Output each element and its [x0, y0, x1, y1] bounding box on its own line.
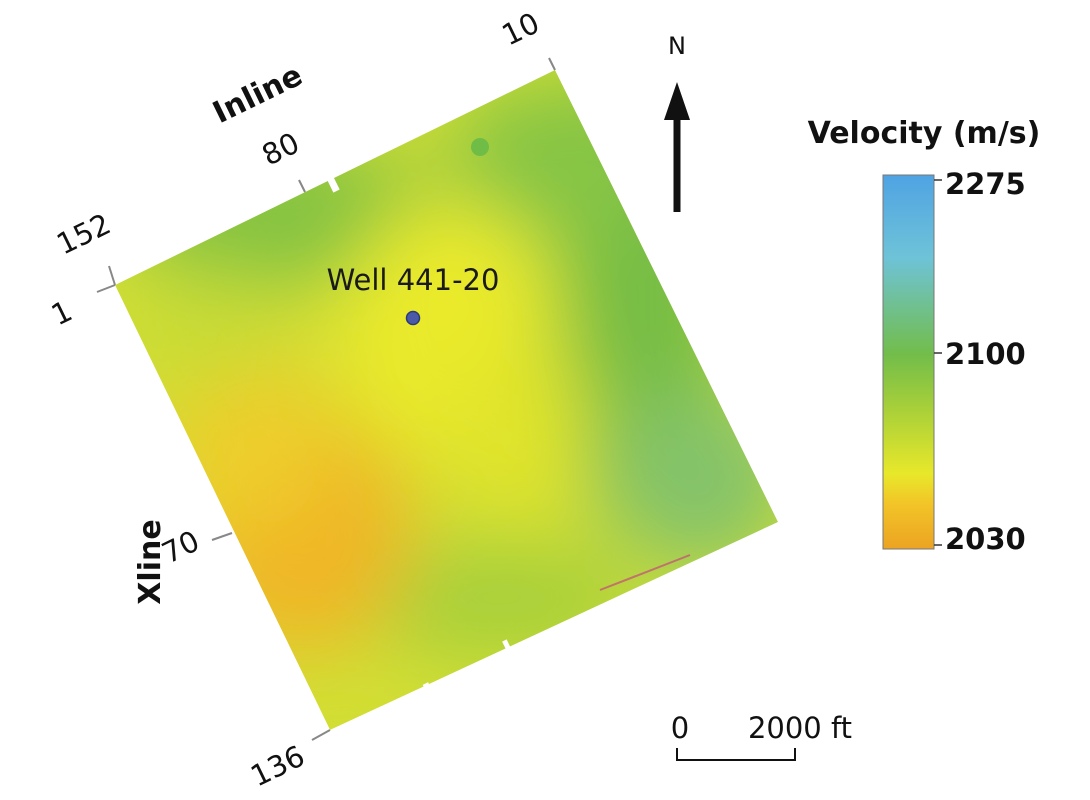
legend-title: Velocity (m/s): [808, 116, 1041, 151]
velocity-legend: Velocity (m/s) 2275 2100 2030: [808, 116, 1041, 556]
north-label: N: [668, 32, 686, 60]
scale-bar-line: [676, 748, 796, 761]
xline-tick-136: 136: [245, 739, 310, 794]
green-spot: [471, 138, 489, 156]
inline-axis-title: Inline: [208, 58, 309, 131]
north-arrow-icon: [664, 82, 690, 120]
legend-tick-max: 2275: [945, 167, 1026, 201]
scale-start-label: 0: [671, 711, 689, 745]
inline-tick-152: 152: [51, 207, 116, 262]
xline-axis-title: Xline: [133, 519, 168, 604]
legend-color-bar: [882, 174, 935, 550]
inline-tick-80: 80: [257, 126, 305, 173]
well-marker[interactable]: Well 441-20: [327, 263, 500, 326]
legend-tick-min: 2030: [945, 522, 1026, 556]
north-arrow: N: [664, 32, 690, 212]
legend-tick-mid: 2100: [945, 337, 1026, 371]
scale-bar: 0 2000 ft: [671, 711, 852, 761]
well-label: Well 441-20: [327, 263, 500, 297]
xline-tick-1: 1: [46, 294, 77, 333]
scale-end-label: 2000 ft: [748, 711, 852, 745]
well-dot[interactable]: [405, 310, 421, 326]
velocity-surface: [115, 70, 778, 730]
inline-tick-10: 10: [497, 6, 545, 53]
